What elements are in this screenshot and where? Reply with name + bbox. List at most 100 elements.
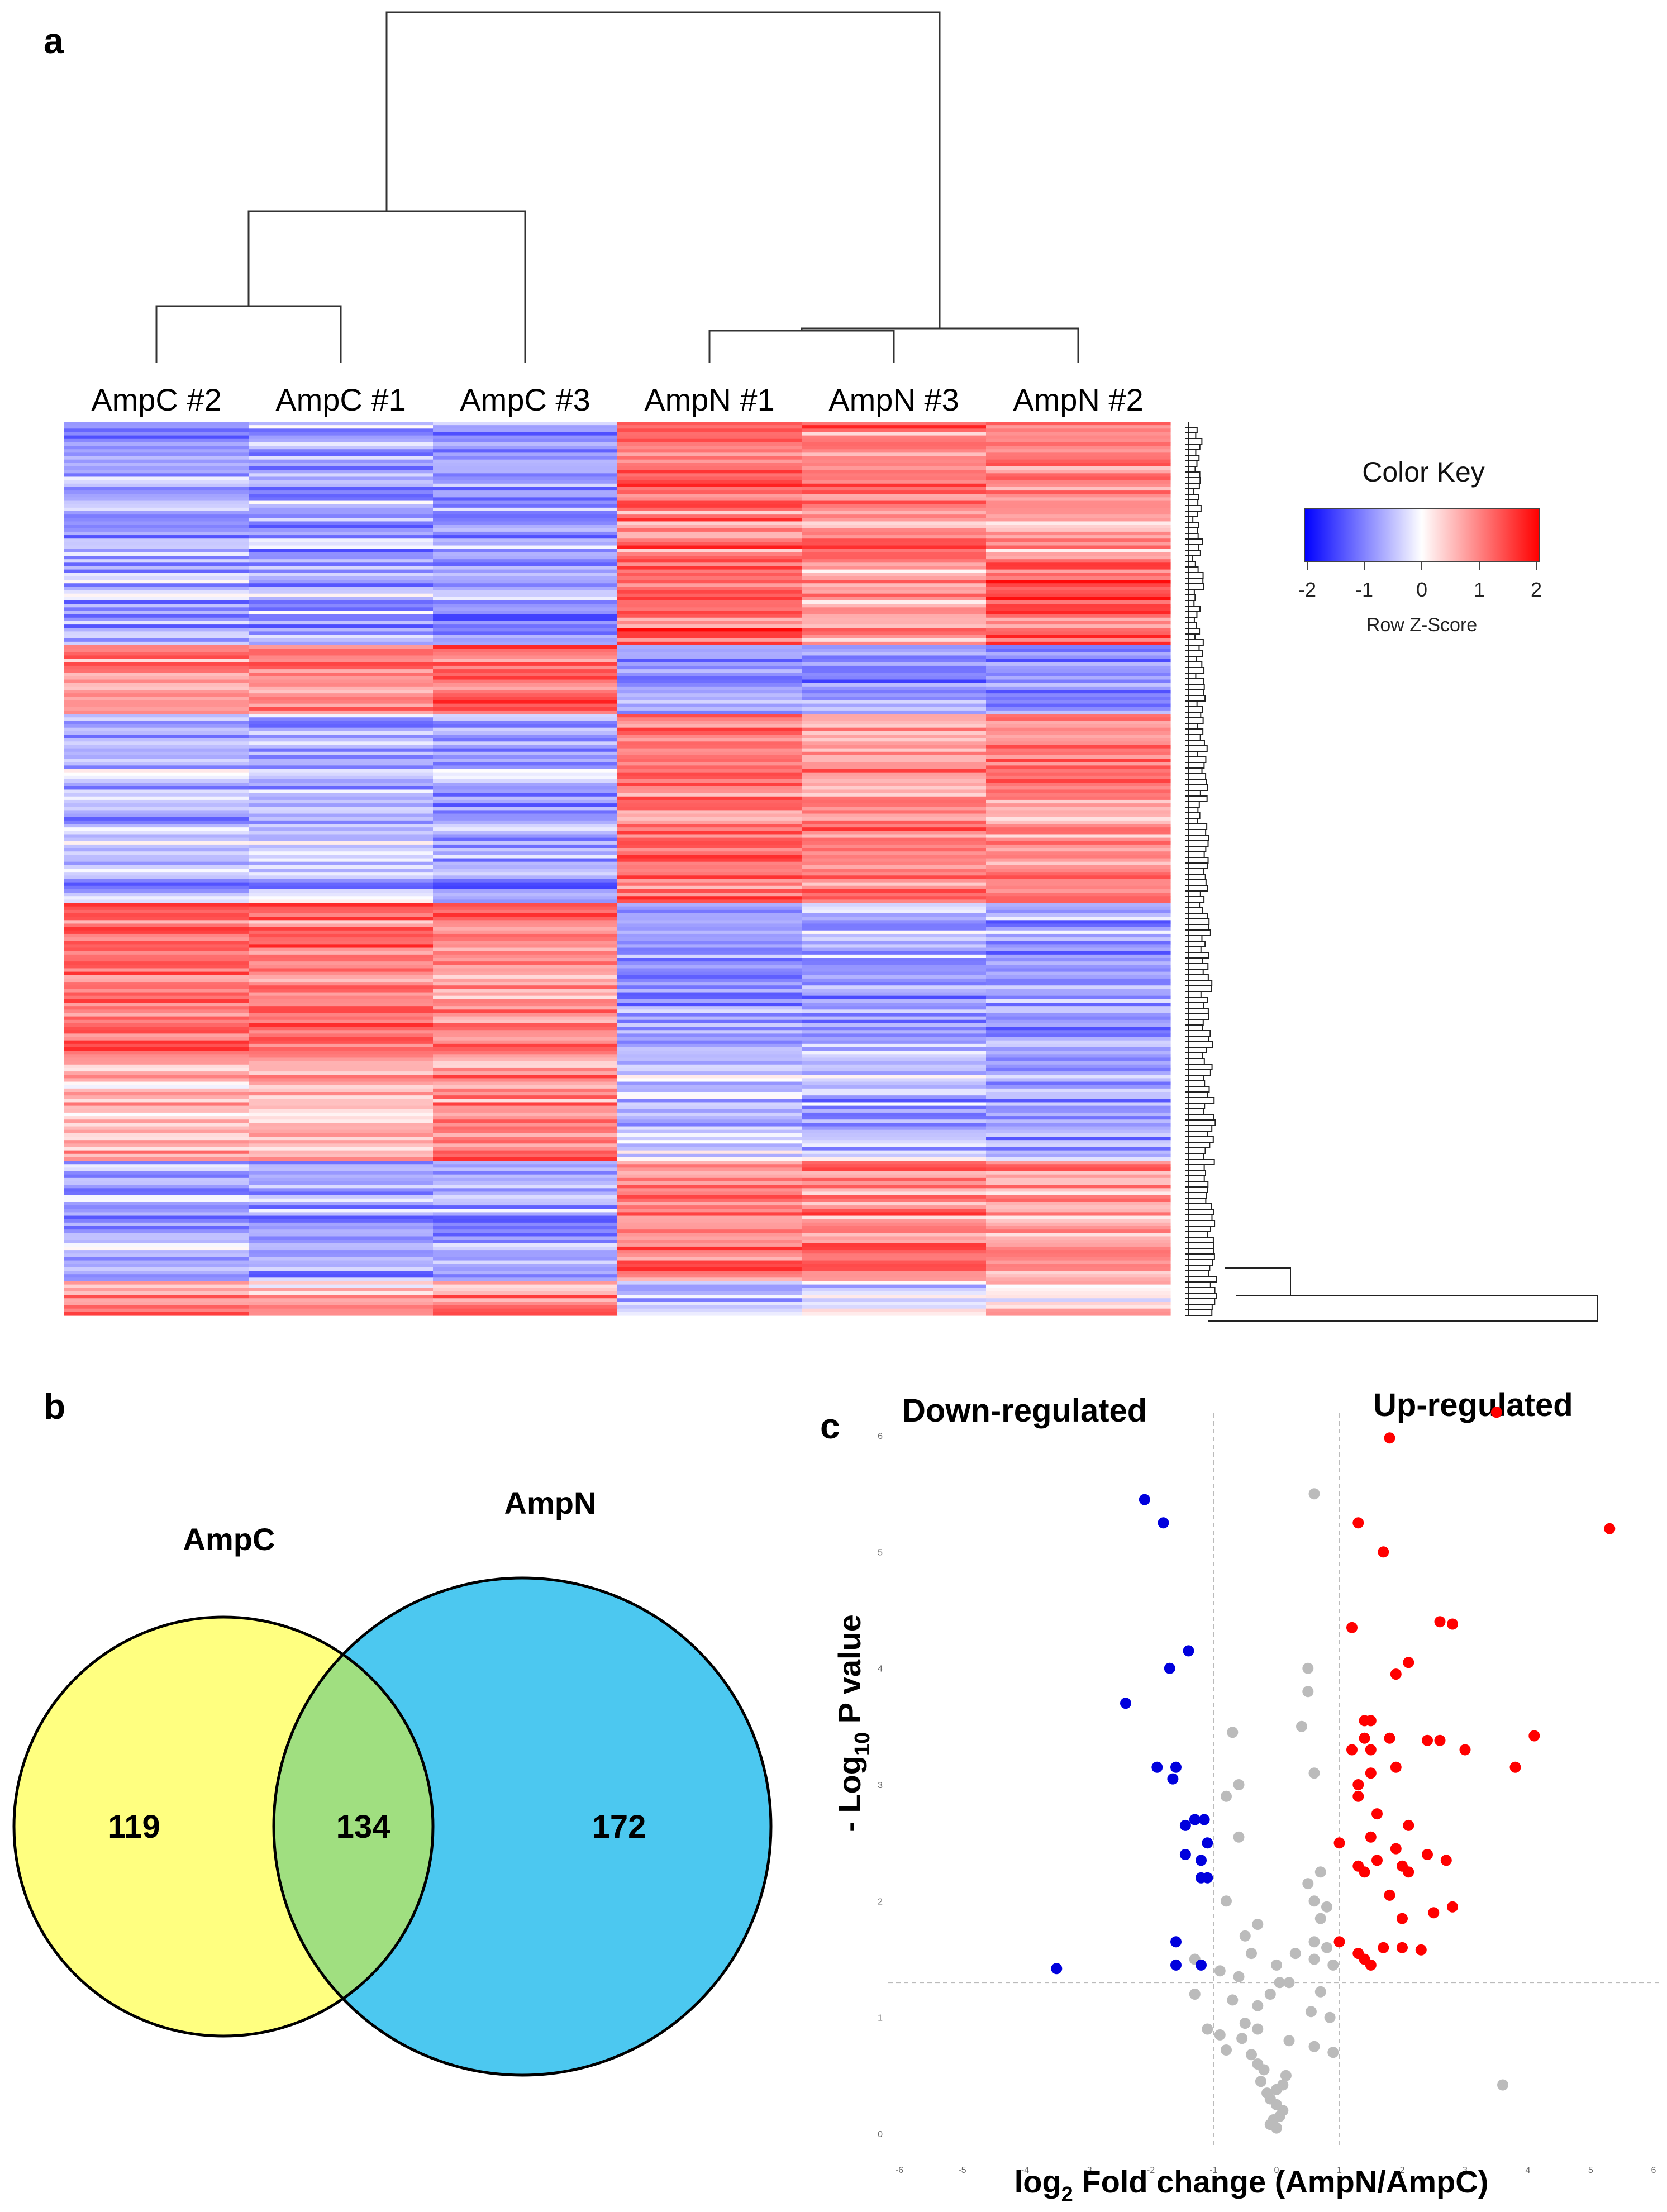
heatmap-cell — [617, 1305, 802, 1309]
heatmap-cell — [249, 1267, 434, 1271]
heatmap-cell — [802, 521, 987, 526]
heatmap-cell — [249, 710, 434, 714]
heatmap-cell — [617, 1267, 802, 1271]
heatmap-cell — [802, 965, 987, 969]
heatmap-cell — [802, 542, 987, 546]
heatmap-cell — [986, 617, 1171, 622]
heatmap-cell — [986, 1284, 1171, 1289]
heatmap-cell — [802, 1040, 987, 1045]
heatmap-cell — [64, 855, 249, 859]
heatmap-cell — [433, 1302, 618, 1306]
heatmap-cell — [64, 872, 249, 876]
heatmap-cell — [986, 525, 1171, 529]
heatmap-cell — [986, 882, 1171, 886]
heatmap-cell — [617, 587, 802, 591]
heatmap-cell — [249, 1157, 434, 1161]
heatmap-cell — [433, 1209, 618, 1213]
heatmap-cell — [986, 545, 1171, 550]
row-dendrogram-link — [1185, 460, 1198, 467]
volcano-point-up — [1403, 1657, 1414, 1668]
heatmap-cell — [433, 807, 618, 811]
heatmap-cell — [802, 779, 987, 783]
heatmap-cell — [986, 796, 1171, 800]
heatmap-cell — [249, 569, 434, 574]
heatmap-cell — [64, 930, 249, 935]
heatmap-cell — [802, 1188, 987, 1193]
heatmap-cell — [249, 507, 434, 512]
heatmap-cell — [249, 590, 434, 594]
heatmap-cell — [433, 985, 618, 989]
heatmap-cell — [802, 824, 987, 828]
volcano-point-up — [1428, 1907, 1440, 1919]
heatmap-cell — [617, 531, 802, 536]
heatmap-cell — [249, 714, 434, 718]
heatmap-cell — [249, 1075, 434, 1079]
heatmap-cell — [617, 556, 802, 560]
volcano-point-not-significant — [1246, 2049, 1257, 2061]
heatmap-cell — [986, 1112, 1171, 1117]
heatmap-cell — [64, 927, 249, 931]
heatmap-cell — [64, 941, 249, 945]
heatmap-cell — [249, 435, 434, 440]
heatmap-cell — [802, 597, 987, 601]
heatmap-cell — [64, 686, 249, 690]
heatmap-cell — [617, 1188, 802, 1193]
heatmap-cell — [433, 1260, 618, 1265]
dendro-ampn1-ampn3 — [708, 330, 895, 363]
heatmap-cell — [249, 514, 434, 518]
heatmap-cell — [802, 1222, 987, 1227]
heatmap-cell — [433, 772, 618, 776]
heatmap-cell — [986, 556, 1171, 560]
heatmap-cell — [433, 446, 618, 450]
volcano-point-not-significant — [1308, 1895, 1320, 1907]
heatmap-cell — [802, 1291, 987, 1295]
heatmap-cell — [986, 435, 1171, 440]
volcano-point-up — [1422, 1734, 1433, 1746]
heatmap-cell — [64, 1308, 249, 1313]
heatmap-cell — [802, 566, 987, 570]
heatmap-cell — [433, 683, 618, 687]
heatmap-cell — [433, 1027, 618, 1031]
heatmap-cell — [433, 783, 618, 786]
row-dendrogram-link — [1185, 499, 1199, 506]
heatmap-cell — [249, 855, 434, 859]
volcano-point-not-significant — [1308, 1488, 1320, 1500]
heatmap-cell — [986, 1191, 1171, 1196]
heatmap-cell — [64, 693, 249, 697]
volcano-point-not-significant — [1202, 2023, 1213, 2035]
heatmap-cell — [433, 727, 618, 732]
heatmap-cell — [249, 872, 434, 876]
heatmap-cell — [617, 824, 802, 828]
heatmap-cell — [249, 525, 434, 529]
heatmap-cell — [802, 607, 987, 612]
heatmap-cell — [986, 528, 1171, 532]
heatmap-cell — [986, 707, 1171, 711]
volcano-point-not-significant — [1261, 2087, 1273, 2099]
heatmap-cell — [802, 817, 987, 821]
heatmap-cell — [64, 799, 249, 804]
heatmap-cell — [249, 965, 434, 969]
heatmap-cell — [64, 837, 249, 842]
heatmap-cell — [249, 813, 434, 818]
heatmap-cell — [617, 494, 802, 498]
heatmap-cell — [433, 693, 618, 697]
heatmap-cell — [64, 1112, 249, 1117]
heatmap-cell — [64, 975, 249, 979]
heatmap-cell — [64, 500, 249, 505]
heatmap-cell — [986, 611, 1171, 615]
heatmap-cell — [986, 896, 1171, 900]
heatmap-cell — [986, 1253, 1171, 1257]
heatmap-cell — [64, 631, 249, 636]
heatmap-cell — [802, 583, 987, 587]
heatmap-cell — [64, 913, 249, 917]
heatmap-cell — [249, 500, 434, 505]
heatmap-cell — [64, 989, 249, 993]
heatmap-cell — [433, 432, 618, 436]
heatmap-cell — [249, 1288, 434, 1292]
heatmap-cell — [64, 1003, 249, 1007]
heatmap-cell — [64, 1226, 249, 1230]
heatmap-cell — [249, 879, 434, 883]
heatmap-cell — [64, 556, 249, 560]
heatmap-cell — [802, 1143, 987, 1148]
heatmap-cell — [249, 638, 434, 642]
